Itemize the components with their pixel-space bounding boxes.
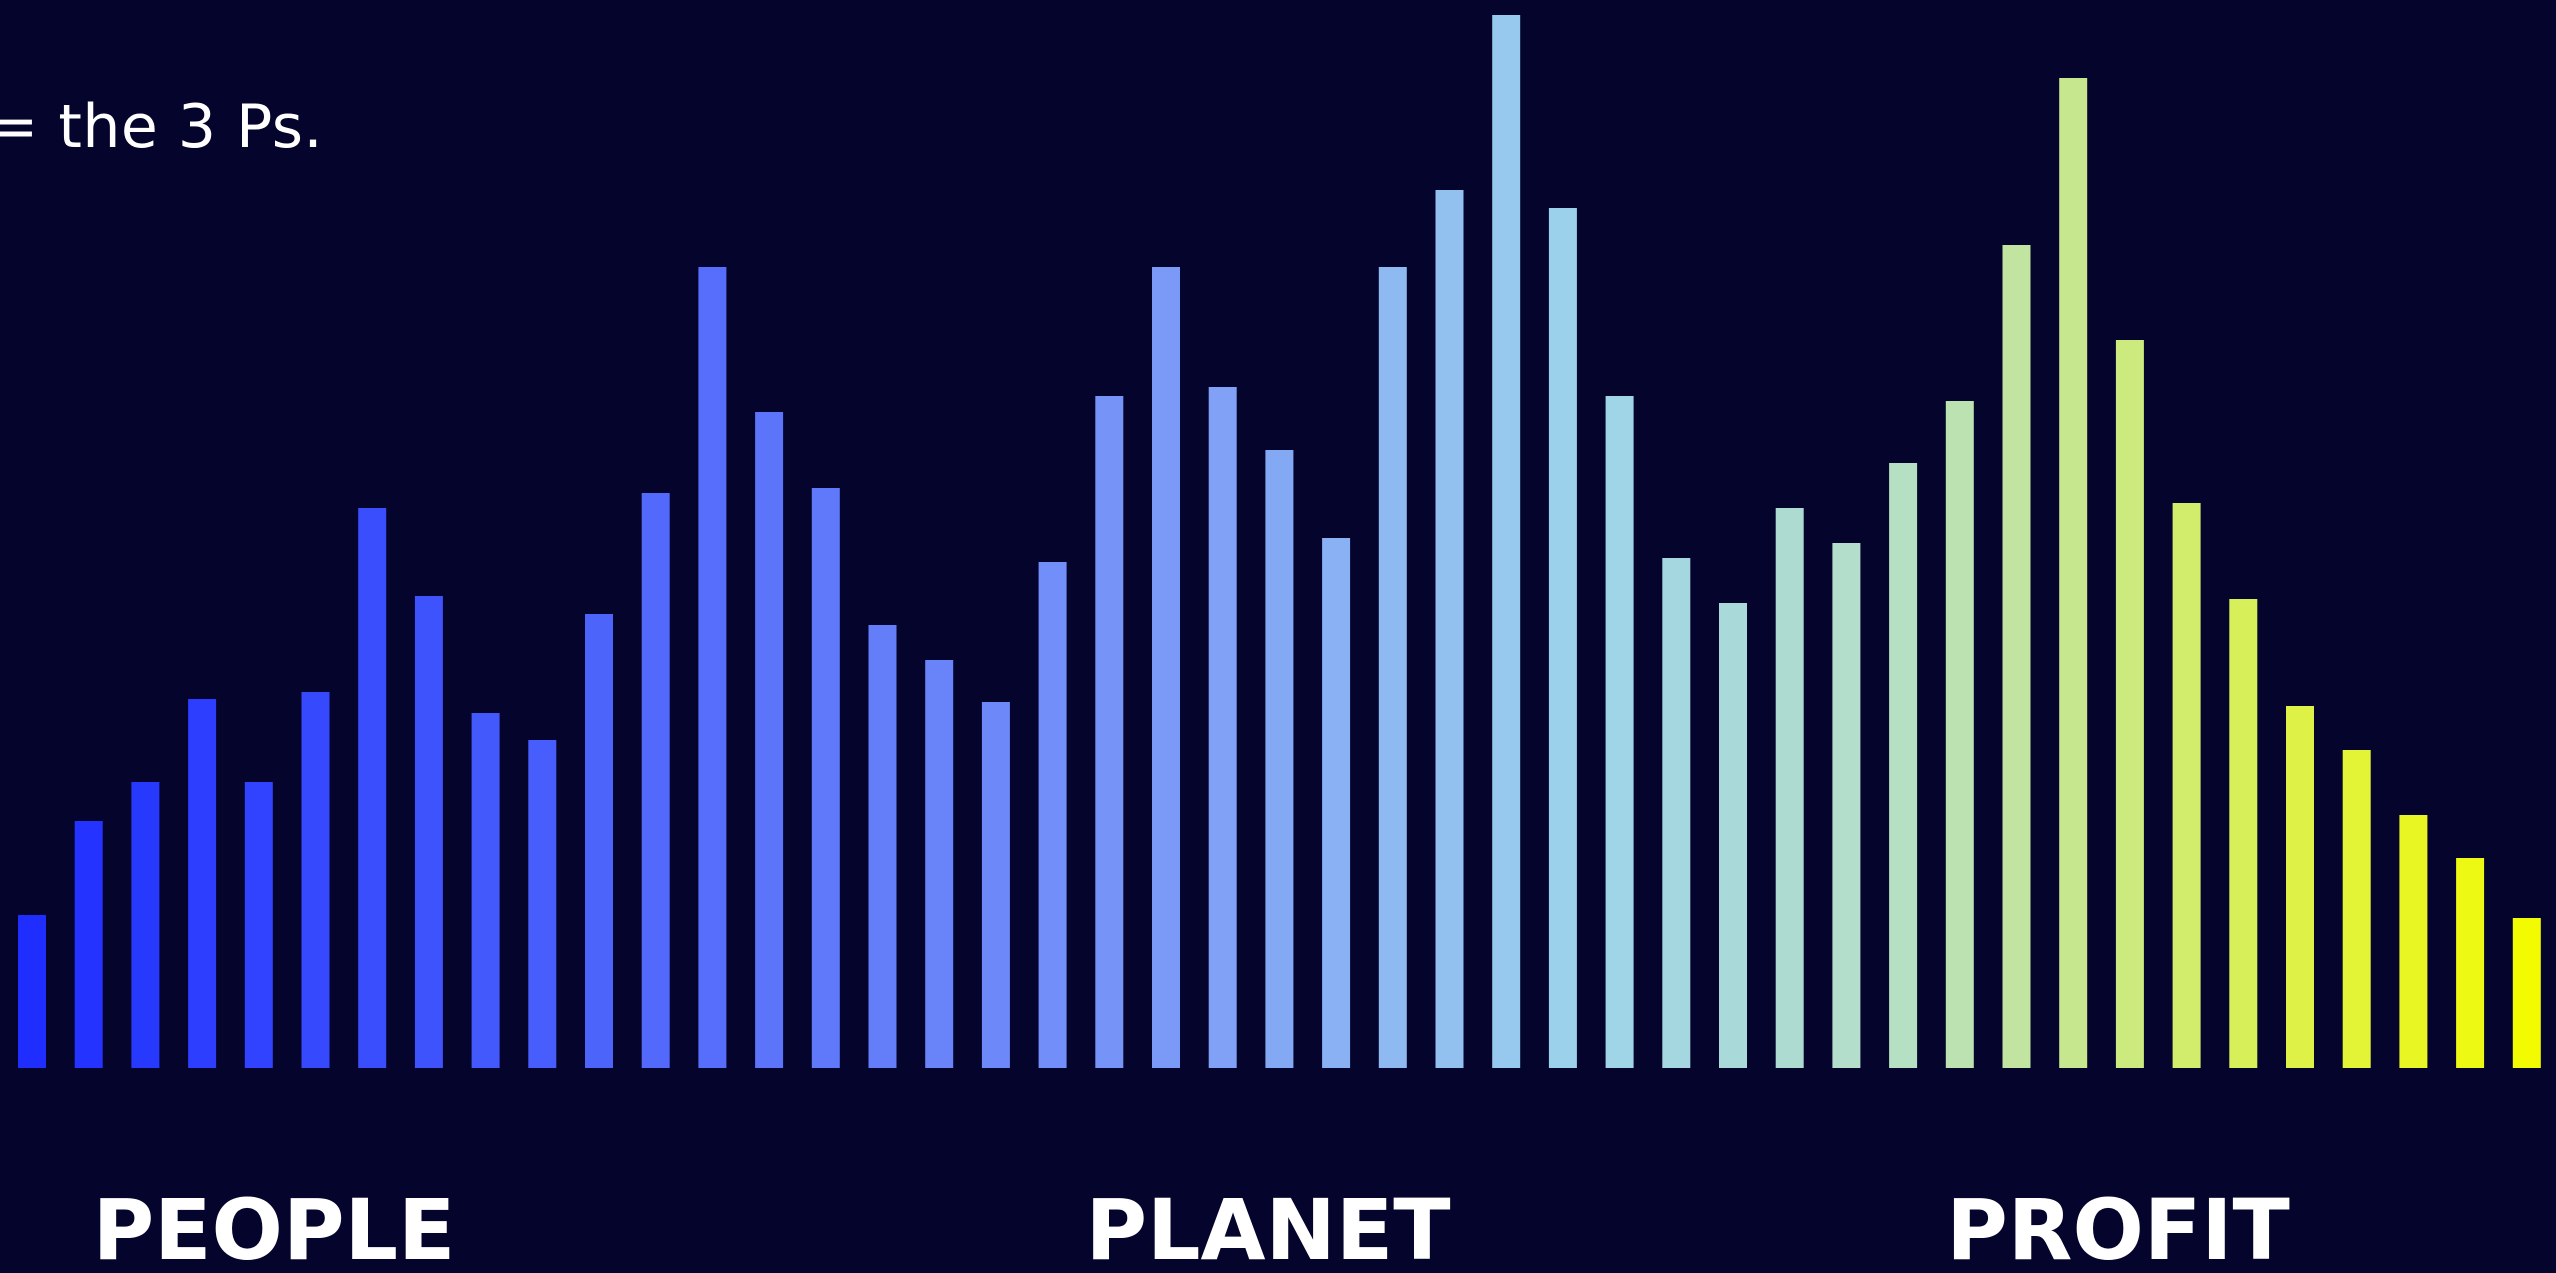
label-profit: PROFIT (1946, 1181, 2290, 1273)
bar-22 (1208, 387, 1237, 1068)
bar-7 (358, 508, 387, 1068)
bar-5 (244, 782, 273, 1068)
bar-45 (2512, 918, 2541, 1068)
bar-4 (188, 699, 217, 1068)
bar-43 (2399, 815, 2428, 1068)
label-planet: PLANET (1085, 1181, 1451, 1273)
bar-18 (981, 702, 1010, 1068)
bar-35 (1945, 401, 1974, 1068)
bar-8 (414, 596, 443, 1068)
bar-26 (1435, 190, 1464, 1068)
bar-40 (2229, 599, 2258, 1068)
bar-15 (811, 488, 840, 1068)
bar-29 (1605, 396, 1634, 1068)
bar-34 (1889, 463, 1918, 1068)
bar-9 (471, 713, 500, 1068)
bar-37 (2059, 78, 2088, 1068)
bar-33 (1832, 543, 1861, 1068)
bar-25 (1378, 267, 1407, 1068)
bar-27 (1492, 15, 1521, 1068)
bar-10 (528, 740, 557, 1068)
bar-31 (1719, 603, 1747, 1068)
bar-6 (301, 692, 330, 1068)
caption-text: = the 3 Ps. (0, 92, 324, 162)
bar-3 (131, 782, 160, 1068)
bar-12 (641, 493, 670, 1068)
bar-16 (868, 625, 897, 1068)
bar-19 (1038, 562, 1067, 1068)
bar-2 (74, 821, 103, 1068)
bar-30 (1662, 558, 1691, 1068)
bar-21 (1152, 267, 1180, 1068)
bar-38 (2115, 340, 2144, 1068)
bar-44 (2456, 858, 2485, 1068)
bar-23 (1265, 450, 1294, 1068)
bar-36 (2002, 245, 2031, 1068)
bar-28 (1548, 208, 1577, 1068)
bar-20 (1095, 396, 1124, 1068)
bar-1 (18, 915, 46, 1068)
bar-13 (698, 267, 727, 1068)
bar-42 (2342, 750, 2371, 1068)
bar-17 (925, 660, 954, 1068)
bar-14 (755, 412, 784, 1068)
bar-39 (2172, 503, 2201, 1068)
bar-32 (1775, 508, 1804, 1068)
label-people: PEOPLE (92, 1181, 456, 1273)
bar-11 (585, 614, 613, 1068)
bar-24 (1322, 538, 1351, 1068)
bar-41 (2286, 706, 2314, 1068)
